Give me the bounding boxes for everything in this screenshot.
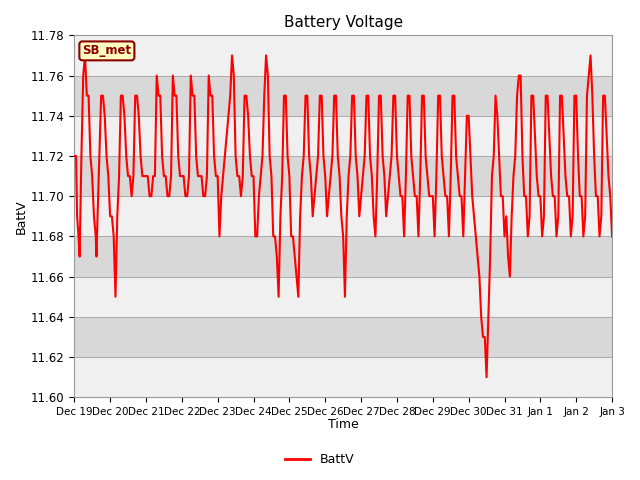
Bar xyxy=(74,276,612,317)
Bar xyxy=(74,357,612,397)
Legend: BattV: BattV xyxy=(280,448,360,471)
Bar xyxy=(74,36,612,75)
Bar xyxy=(74,116,612,156)
Y-axis label: BattV: BattV xyxy=(15,199,28,234)
Title: Battery Voltage: Battery Voltage xyxy=(284,15,403,30)
Bar xyxy=(74,196,612,237)
X-axis label: Time: Time xyxy=(328,419,358,432)
Text: SB_met: SB_met xyxy=(83,44,131,58)
